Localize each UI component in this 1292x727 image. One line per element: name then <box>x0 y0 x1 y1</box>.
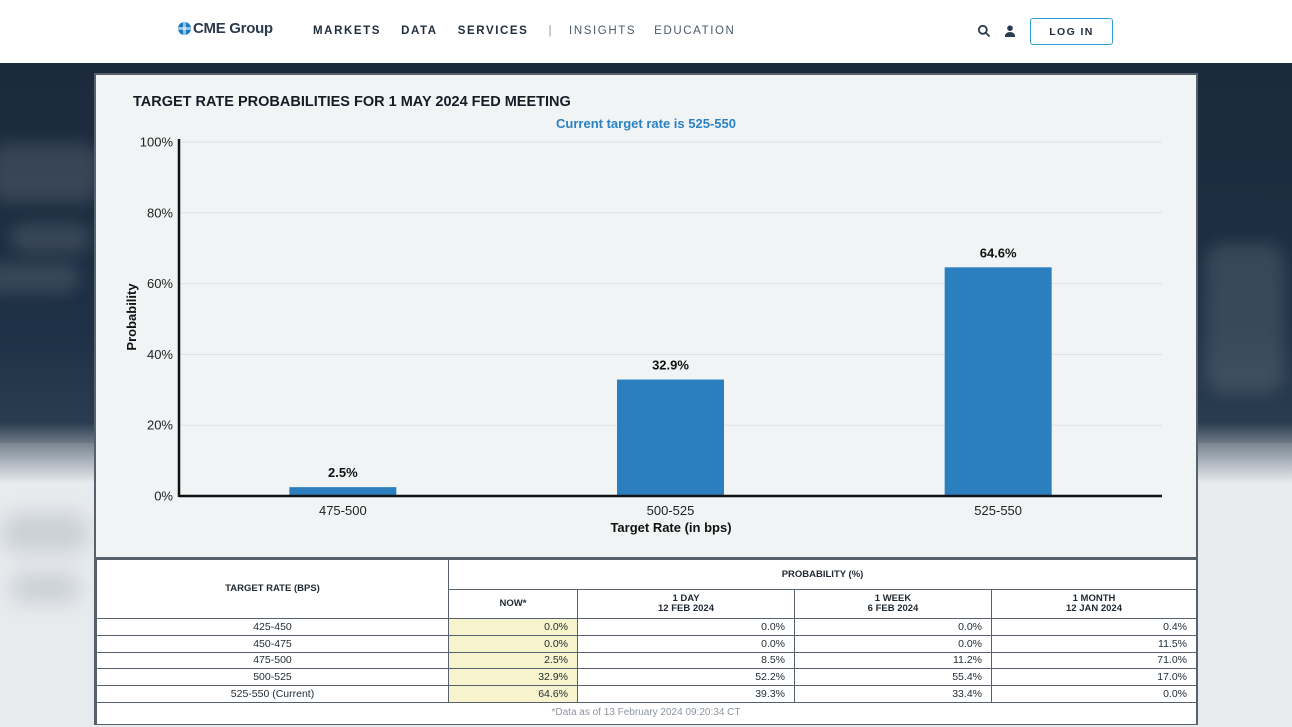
panel-divider <box>96 557 1196 559</box>
now-probability-cell: 64.6% <box>448 685 578 703</box>
globe-icon <box>178 22 191 35</box>
rate-cell: 450-475 <box>96 634 449 653</box>
probability-table: TARGET RATE (BPS) PROBABILITY (%) NOW* 1 … <box>95 559 1198 725</box>
bar-data-label: 32.9% <box>652 358 689 373</box>
probability-cell: 39.3% <box>577 685 795 703</box>
column-header-3: 1 MONTH 12 JAN 2024 <box>990 589 1198 619</box>
table-row: 450-475 0.0% 0.0% 0.0% 11.5% <box>96 634 1198 653</box>
probability-cell: 11.2% <box>794 651 992 670</box>
table-row: 425-450 0.0% 0.0% 0.0% 0.4% <box>96 618 1198 636</box>
rate-cell: 500-525 <box>96 668 449 687</box>
column-header-line2: 12 JAN 2024 <box>1066 603 1122 614</box>
blur-shape <box>0 263 80 293</box>
column-header-line2: 6 FEB 2024 <box>867 603 919 614</box>
bar-data-label: 64.6% <box>980 245 1017 260</box>
y-axis-label: Probability <box>124 283 139 351</box>
nav-services[interactable]: SERVICES <box>457 25 529 37</box>
y-tick-label: 0% <box>154 489 173 504</box>
probability-cell: 71.0% <box>990 651 1198 670</box>
table-row: 525-550 (Current) 64.6% 39.3% 33.4% 0.0% <box>96 685 1198 703</box>
blur-shape <box>1205 243 1285 393</box>
nav-data[interactable]: DATA <box>401 25 438 37</box>
y-tick-label: 40% <box>147 347 173 362</box>
footnote-row <box>95 701 1198 725</box>
blur-shape <box>10 573 80 603</box>
probability-table-container: TARGET RATE (BPS) PROBABILITY (%) NOW* 1 … <box>95 559 1198 725</box>
probability-cell: 17.0% <box>990 668 1198 687</box>
site-header: CME Group MARKETS DATA SERVICES | INSIGH… <box>0 0 1292 63</box>
logo-text: CME Group <box>193 20 273 37</box>
nav-separator: | <box>548 25 554 37</box>
probability-cell: 52.2% <box>577 668 795 687</box>
search-icon[interactable] <box>977 24 991 38</box>
table-row: 475-500 2.5% 8.5% 11.2% 71.0% <box>96 651 1198 670</box>
probability-cell: 0.0% <box>990 685 1198 703</box>
rate-cell: 475-500 <box>96 651 449 670</box>
bar-525-550 <box>944 267 1052 496</box>
x-axis-label: Target Rate (in bps) <box>610 520 731 535</box>
blur-shape <box>10 223 90 253</box>
x-tick-label: 500-525 <box>647 503 695 518</box>
column-header-2: 1 WEEK 6 FEB 2024 <box>794 589 992 619</box>
chart-title: TARGET RATE PROBABILITIES FOR 1 MAY 2024… <box>133 94 571 110</box>
x-tick-label: 475-500 <box>319 503 367 518</box>
bar-data-label: 2.5% <box>328 465 358 480</box>
probability-chart: 0% 20% 40% 60% 80% 100% 2.5% 32.9% 64.6% 475-50… <box>124 135 1162 535</box>
y-axis-ticks: 0% 20% 40% 60% 80% 100% <box>140 135 174 504</box>
y-tick-label: 20% <box>147 418 173 433</box>
footnote-cell <box>95 701 1198 725</box>
rate-cell: 525-550 (Current) <box>96 685 449 703</box>
column-header-line1: NOW* <box>499 598 527 609</box>
rate-cell: 425-450 <box>96 618 449 636</box>
probability-cell: 0.4% <box>990 618 1198 636</box>
nav-insights[interactable]: INSIGHTS <box>569 25 637 37</box>
blur-shape <box>0 513 90 553</box>
y-tick-label: 60% <box>147 276 173 291</box>
probability-cell: 0.0% <box>794 634 992 653</box>
x-axis-ticks: 475-500 500-525 525-550 <box>319 503 1022 518</box>
column-header-line1: 1 WEEK <box>874 593 912 604</box>
blur-shape <box>0 143 100 203</box>
probability-cell: 11.5% <box>990 634 1198 653</box>
probability-cell: 33.4% <box>794 685 992 703</box>
column-header-line2: 12 FEB 2024 <box>658 603 714 614</box>
now-probability-cell: 0.0% <box>448 634 578 653</box>
bar-475-500 <box>289 487 397 496</box>
user-icon[interactable] <box>1003 24 1017 38</box>
y-tick-label: 80% <box>147 205 173 220</box>
log-in-button[interactable]: LOG IN <box>1030 18 1113 45</box>
column-header-line1: 1 DAY <box>672 593 700 604</box>
table-body: 425-450 0.0% 0.0% 0.0% 0.4% 450-475 0.0% 0.0% 0.… <box>95 618 1198 725</box>
cme-logo[interactable]: CME Group <box>178 20 273 37</box>
data-timestamp-footnote: *Data as of 13 February 2024 09:20:34 CT <box>551 707 741 718</box>
chart-bars: 2.5% 32.9% 64.6% <box>289 245 1052 496</box>
column-header-line1: 1 MONTH <box>1072 593 1116 604</box>
probability-cell: 0.0% <box>794 618 992 636</box>
table-row: 500-525 32.9% 52.2% 55.4% 17.0% <box>96 668 1198 687</box>
now-probability-cell: 0.0% <box>448 618 578 636</box>
column-header-0: NOW* <box>448 589 578 619</box>
nav-markets[interactable]: MARKETS <box>313 25 382 37</box>
now-probability-cell: 2.5% <box>448 651 578 670</box>
probability-cell: 0.0% <box>577 618 795 636</box>
probability-cell: 55.4% <box>794 668 992 687</box>
subheader-row: NOW* 1 DAY 12 FEB 2024 1 WEEK 6 FEB 2024 1 MO… <box>97 589 1198 619</box>
bar-500-525 <box>617 379 724 496</box>
header-target-rate: TARGET RATE (BPS) <box>96 559 449 619</box>
x-tick-label: 525-550 <box>974 503 1022 518</box>
fedwatch-panel: TARGET RATE PROBABILITIES FOR 1 MAY 2024… <box>94 73 1198 725</box>
chart-subtitle: Current target rate is 525-550 <box>556 116 736 131</box>
probability-cell: 0.0% <box>577 634 795 653</box>
header-probability: PROBABILITY (%) <box>447 559 1198 590</box>
main-nav: MARKETS DATA SERVICES | INSIGHTS EDUCATI… <box>313 25 735 37</box>
nav-education[interactable]: EDUCATION <box>654 25 736 37</box>
column-header-1: 1 DAY 12 FEB 2024 <box>577 589 795 619</box>
y-tick-label: 100% <box>140 135 174 150</box>
now-probability-cell: 32.9% <box>448 668 578 687</box>
probability-cell: 8.5% <box>577 651 795 670</box>
